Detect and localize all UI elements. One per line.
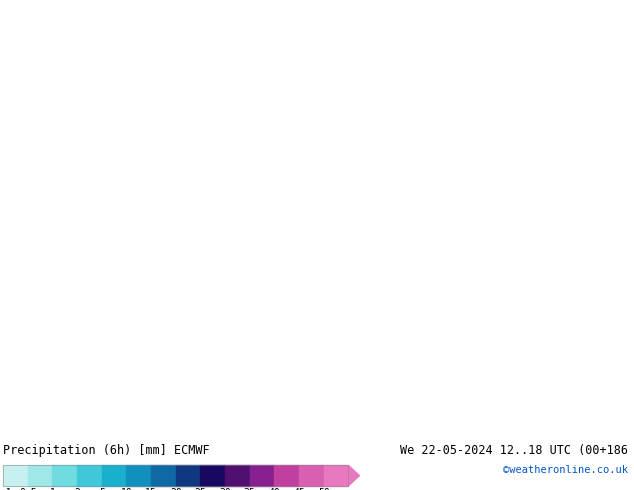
Text: 40: 40 bbox=[269, 488, 280, 490]
Text: 50: 50 bbox=[318, 488, 330, 490]
Bar bbox=[225, 466, 250, 486]
Text: 2: 2 bbox=[74, 488, 80, 490]
Text: 20: 20 bbox=[170, 488, 181, 490]
Bar bbox=[77, 466, 102, 486]
Bar bbox=[126, 466, 151, 486]
Text: 1: 1 bbox=[49, 488, 55, 490]
Bar bbox=[3, 466, 348, 486]
Bar bbox=[200, 466, 225, 486]
Text: 25: 25 bbox=[195, 488, 206, 490]
Bar bbox=[324, 466, 348, 486]
Bar bbox=[53, 466, 77, 486]
Bar bbox=[151, 466, 176, 486]
Text: We 22-05-2024 12..18 UTC (00+186: We 22-05-2024 12..18 UTC (00+186 bbox=[399, 444, 628, 457]
Text: Precipitation (6h) [mm] ECMWF: Precipitation (6h) [mm] ECMWF bbox=[3, 444, 210, 457]
Text: 0.5: 0.5 bbox=[19, 488, 37, 490]
Text: 15: 15 bbox=[145, 488, 157, 490]
Text: 10: 10 bbox=[120, 488, 133, 490]
Text: 30: 30 bbox=[219, 488, 231, 490]
Polygon shape bbox=[348, 466, 359, 486]
Bar bbox=[102, 466, 126, 486]
Bar bbox=[176, 466, 200, 486]
Bar bbox=[250, 466, 275, 486]
Text: 35: 35 bbox=[244, 488, 256, 490]
Text: 0.1: 0.1 bbox=[0, 488, 12, 490]
Bar bbox=[3, 466, 28, 486]
Text: 5: 5 bbox=[99, 488, 105, 490]
Text: ©weatheronline.co.uk: ©weatheronline.co.uk bbox=[503, 466, 628, 475]
Text: 45: 45 bbox=[293, 488, 305, 490]
Bar bbox=[28, 466, 53, 486]
Bar bbox=[299, 466, 324, 486]
Bar bbox=[275, 466, 299, 486]
